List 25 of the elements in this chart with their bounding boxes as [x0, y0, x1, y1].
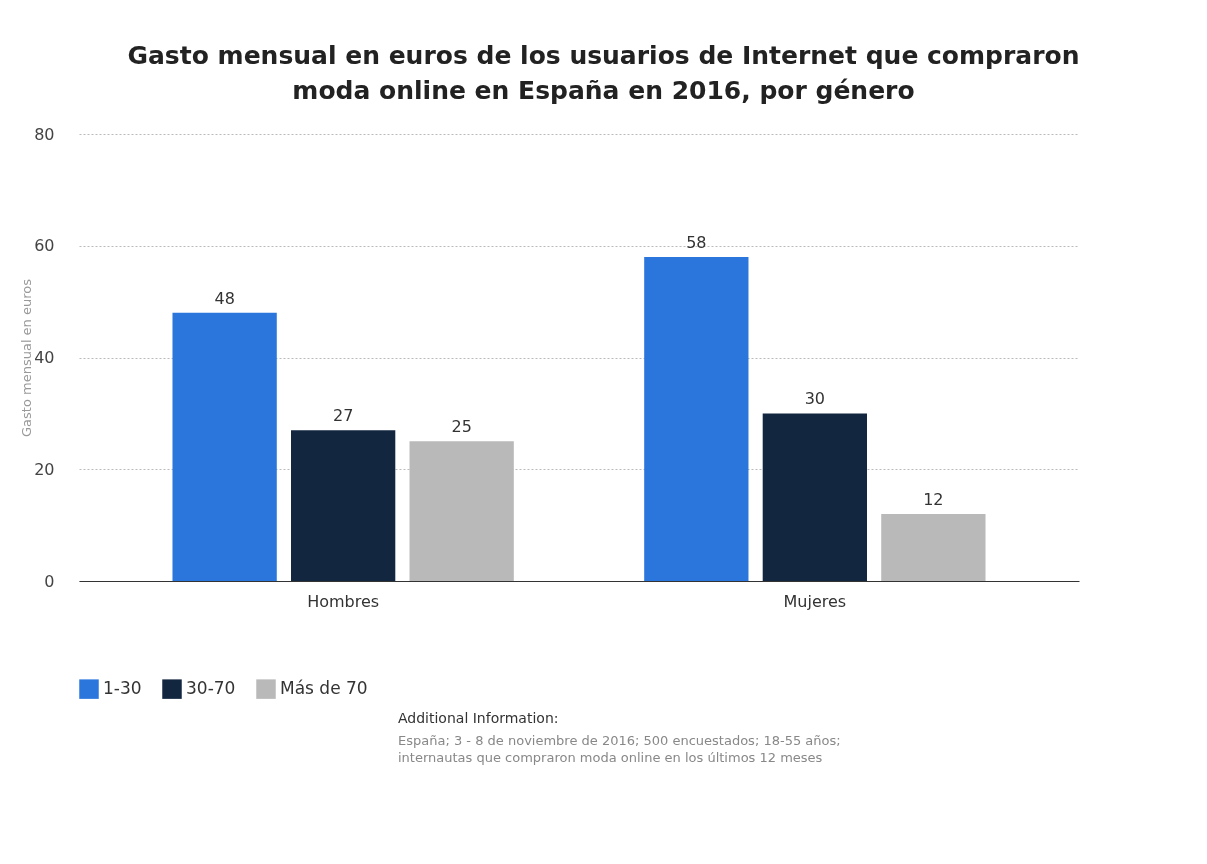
data-label: 58 [686, 232, 707, 252]
legend-label: 1-30 [103, 678, 142, 699]
y-tick-label: 20 [34, 459, 55, 479]
bar [762, 413, 867, 581]
x-tick-label: Hombres [307, 591, 380, 611]
data-label: 12 [923, 489, 944, 509]
chart-title: Gasto mensual en euros de los usuarios de Internet que compraron moda online en España en 2016, por género [126, 40, 1081, 107]
text: España; 3 - 8 de noviembre de 2016; 500 encuestados; 18-55 años; internautas que compraron moda online en los últimos 12 meses [398, 731, 842, 767]
y-tick-label: 60 [34, 236, 55, 256]
bar [881, 513, 986, 581]
data-label: 48 [214, 288, 235, 308]
data-label: 27 [332, 406, 354, 426]
x-tick-label: Mujeres [783, 591, 847, 611]
bar [291, 430, 396, 581]
y-tick-label: 40 [34, 348, 55, 367]
y-tick-label: 0 [44, 571, 55, 591]
data-label: 25 [451, 417, 472, 437]
bar [172, 312, 277, 581]
y-tick-label: 80 [34, 124, 55, 144]
legend-label: Más de 70 [280, 678, 368, 699]
data-label: 30 [804, 389, 826, 409]
bar [644, 256, 749, 581]
y-axis-title: Gasto mensual en euros [19, 278, 35, 438]
text: Additional Information: [398, 709, 560, 728]
legend-label: 30-70 [186, 678, 236, 699]
